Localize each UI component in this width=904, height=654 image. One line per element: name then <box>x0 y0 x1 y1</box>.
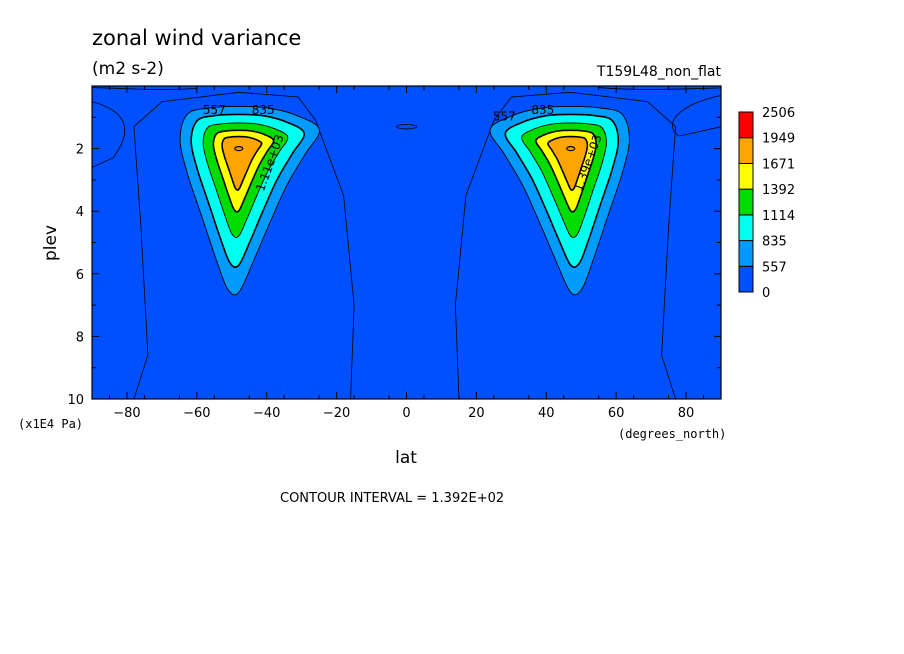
polar-contour <box>91 87 197 90</box>
polar-contour <box>91 101 126 168</box>
y-tick-label: 6 <box>76 268 84 283</box>
colorbar-label: 1671 <box>762 157 795 172</box>
x-tick-label: −80 <box>113 406 140 421</box>
contour-band <box>547 135 589 191</box>
equator-contour <box>396 124 417 130</box>
contour-band <box>221 135 263 191</box>
y-tick-label: 8 <box>76 330 84 345</box>
y-tick-label: 4 <box>76 205 84 220</box>
colorbar: 0 557 835 1114 1392 1671 1949 2506 <box>738 106 795 301</box>
y-axis: 2 4 6 8 10 <box>67 143 721 408</box>
polar-contour <box>598 87 722 90</box>
contour-label: 557 <box>203 103 226 117</box>
colorbar-label: 835 <box>762 235 787 250</box>
colorbar-swatch <box>738 214 754 242</box>
colorbar-swatch <box>738 111 754 139</box>
x-axis-units: (degrees_north) <box>618 427 726 441</box>
x-tick-label: −20 <box>323 406 350 421</box>
colorbar-swatch <box>738 137 754 164</box>
contour-label: 835 <box>252 103 275 117</box>
weak-variance-contour <box>133 91 355 400</box>
colorbar-swatch <box>738 162 754 190</box>
y-tick-label: 10 <box>67 393 84 408</box>
minor-ticks <box>92 86 721 399</box>
contour-layer <box>91 87 722 400</box>
x-axis: −80 −60 −40 −20 0 20 40 60 80 <box>113 86 694 421</box>
x-tick-label: 40 <box>538 406 555 421</box>
weak-variance-contour <box>454 91 677 400</box>
contour-label: 835 <box>531 103 554 117</box>
x-tick-label: −40 <box>253 406 280 421</box>
x-tick-label: 80 <box>678 406 695 421</box>
chart-title: zonal wind variance <box>92 26 301 50</box>
colorbar-swatch <box>738 265 754 293</box>
y-tick-label: 2 <box>76 143 84 158</box>
y-axis-label: plev <box>41 225 61 261</box>
colorbar-label: 557 <box>762 260 787 275</box>
x-tick-label: 20 <box>468 406 485 421</box>
x-tick-label: −60 <box>183 406 210 421</box>
jet-core-marker <box>234 146 244 152</box>
chart-units: (m2 s-2) <box>92 59 164 79</box>
x-tick-label: 60 <box>608 406 625 421</box>
colorbar-swatch <box>738 188 754 216</box>
colorbar-label: 0 <box>762 286 770 301</box>
colorbar-label: 2506 <box>762 106 795 121</box>
contour-label: 557 <box>493 109 516 123</box>
colorbar-label: 1114 <box>762 209 795 224</box>
colorbar-swatch <box>738 240 754 267</box>
x-tick-label: 0 <box>402 406 410 421</box>
colorbar-label: 1392 <box>762 183 795 198</box>
colorbar-label: 1949 <box>762 132 795 147</box>
y-axis-units: (x1E4 Pa) <box>18 417 83 431</box>
run-id: T159L48_non_flat <box>596 64 722 80</box>
jet-core-marker <box>566 146 576 152</box>
x-axis-label: lat <box>395 448 417 468</box>
polar-contour <box>672 94 722 137</box>
contour-interval: CONTOUR INTERVAL = 1.392E+02 <box>280 491 504 506</box>
